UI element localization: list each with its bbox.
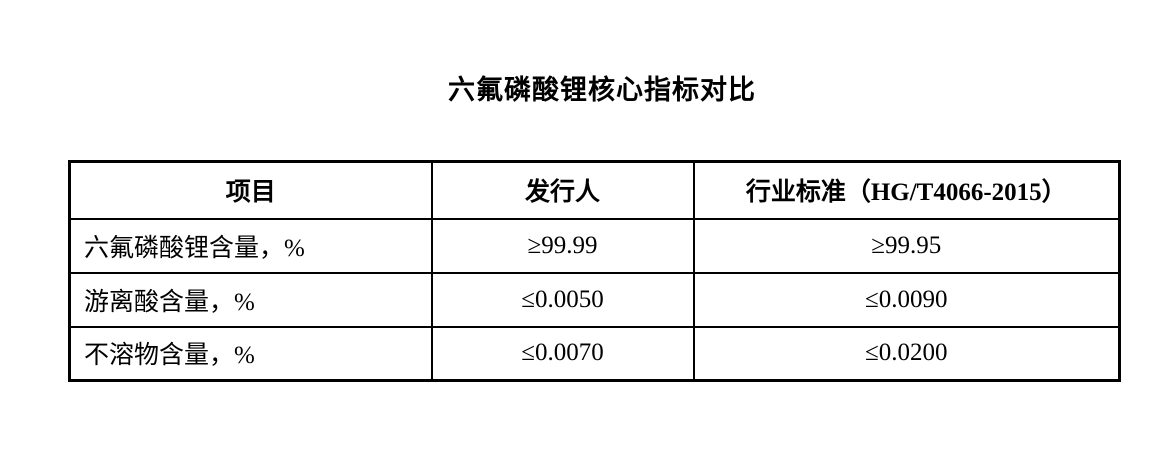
page-title: 六氟磷酸锂核心指标对比 bbox=[448, 75, 756, 105]
table-row: 六氟磷酸锂含量，% ≥99.99 ≥99.95 bbox=[68, 217, 1121, 274]
table-header-row: 项目 发行人 行业标准（HG/T4066-2015） bbox=[68, 160, 1121, 220]
header-cell-item: 项目 bbox=[68, 160, 433, 220]
cell-issuer-value: ≤0.0070 bbox=[430, 325, 695, 382]
cell-issuer-value: ≥99.99 bbox=[430, 217, 695, 274]
cell-standard-value: ≤0.0090 bbox=[692, 271, 1121, 328]
indicator-comparison-table: 项目 发行人 行业标准（HG/T4066-2015） 六氟磷酸锂含量，% ≥99… bbox=[68, 160, 1121, 382]
header-cell-industry-standard: 行业标准（HG/T4066-2015） bbox=[692, 160, 1121, 220]
cell-item-lipf6-content: 六氟磷酸锂含量，% bbox=[68, 217, 433, 274]
header-cell-issuer: 发行人 bbox=[430, 160, 695, 220]
cell-issuer-value: ≤0.0050 bbox=[430, 271, 695, 328]
cell-item-free-acid-content: 游离酸含量，% bbox=[68, 271, 433, 328]
table-row: 游离酸含量，% ≤0.0050 ≤0.0090 bbox=[68, 271, 1121, 328]
cell-standard-value: ≤0.0200 bbox=[692, 325, 1121, 382]
cell-item-insoluble-content: 不溶物含量，% bbox=[68, 325, 433, 382]
cell-standard-value: ≥99.95 bbox=[692, 217, 1121, 274]
table-row: 不溶物含量，% ≤0.0070 ≤0.0200 bbox=[68, 325, 1121, 382]
